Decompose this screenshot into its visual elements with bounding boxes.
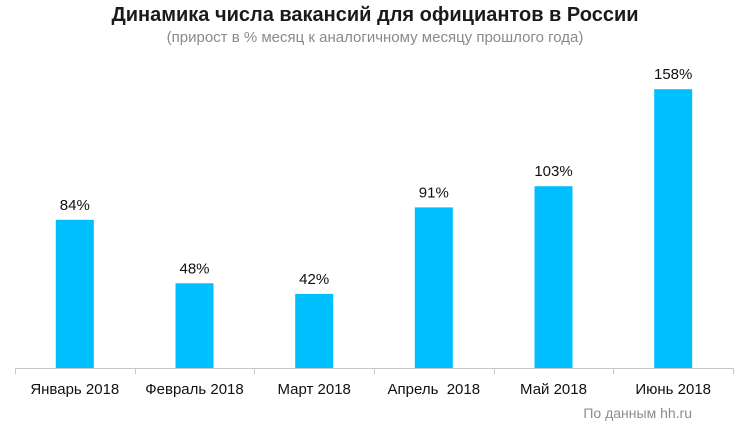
x-tick-label: Май 2018 bbox=[520, 381, 587, 398]
x-tick-label: Апрель 2018 bbox=[388, 381, 481, 398]
source-note: По данным hh.ru bbox=[583, 405, 692, 421]
bar-value-label: 91% bbox=[419, 184, 449, 201]
bar-value-label: 42% bbox=[299, 271, 329, 288]
x-tick-label: Февраль 2018 bbox=[145, 381, 244, 398]
bar bbox=[534, 186, 573, 368]
bar-value-label: 84% bbox=[60, 197, 90, 214]
bar bbox=[175, 283, 214, 368]
bar-value-label: 48% bbox=[179, 260, 209, 277]
x-tick-label: Июнь 2018 bbox=[635, 381, 711, 398]
x-tick-label: Март 2018 bbox=[277, 381, 350, 398]
chart-subtitle: (прирост в % месяц к аналогичному месяцу… bbox=[166, 29, 584, 46]
x-tick-label: Январь 2018 bbox=[30, 381, 119, 398]
bar-value-label: 103% bbox=[534, 163, 572, 180]
bar bbox=[654, 89, 693, 368]
bar bbox=[295, 293, 334, 368]
bar-value-label: 158% bbox=[654, 66, 692, 83]
chart-title: Динамика числа вакансий для официантов в… bbox=[111, 4, 639, 26]
bar bbox=[55, 219, 94, 368]
bar bbox=[414, 207, 453, 368]
